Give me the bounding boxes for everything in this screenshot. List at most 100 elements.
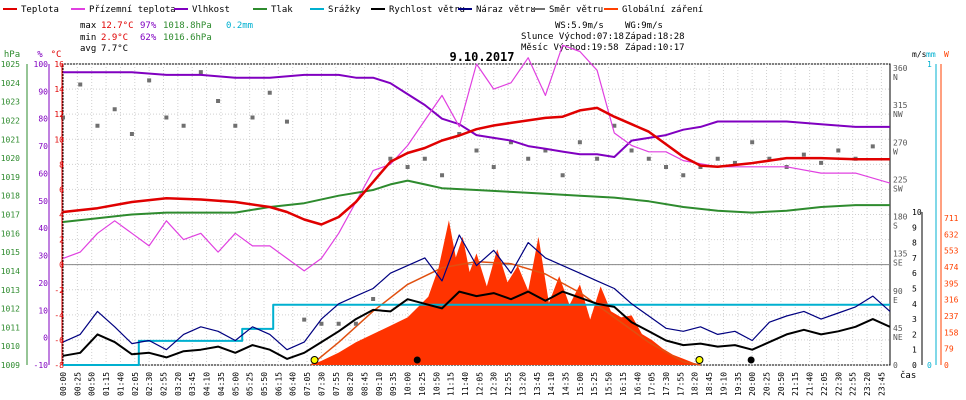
- axis-percent-tick: 0: [43, 334, 48, 343]
- wind-dir-point: [577, 140, 582, 145]
- axis-rain-label: mm: [926, 50, 936, 59]
- x-tick-label: 23:20: [863, 372, 872, 396]
- info-moon-set: Západ:10:17: [625, 43, 685, 53]
- stats-min-press: 1016.6hPa: [163, 33, 212, 43]
- wind-dir-point: [61, 115, 65, 120]
- x-tick-label: 21:15: [791, 372, 800, 396]
- wind-dir-point: [284, 119, 289, 124]
- x-tick-label: 12:55: [504, 372, 513, 396]
- axis-hpa-tick: 1013: [1, 286, 20, 295]
- wind-dir-point: [388, 156, 393, 161]
- axis-wind-label: m/s: [912, 50, 927, 59]
- axis-direction-letter: SW: [893, 184, 903, 193]
- axis-direction-letter: N: [893, 73, 898, 82]
- axis-hpa-tick: 1022: [1, 116, 20, 125]
- wind-dir-point: [629, 148, 634, 153]
- stats-avg-label: avg: [80, 44, 96, 54]
- wind-dir-point: [836, 148, 841, 153]
- series-gust: [62, 234, 891, 351]
- axis-wind-tick: 7: [912, 254, 917, 263]
- legend-label-2: Vlhkost: [192, 5, 230, 15]
- x-tick-label: 08:45: [361, 372, 370, 396]
- axis-direction-tick: 315: [893, 101, 908, 110]
- axis-direction-letter: E: [893, 296, 898, 305]
- wind-dir-point: [353, 321, 358, 326]
- axis-radiation-label: W: [944, 50, 949, 59]
- axis-radiation-tick: 474: [944, 263, 959, 272]
- wind-dir-point: [767, 156, 772, 161]
- axis-wind-tick: 1: [912, 346, 917, 355]
- stats-avg-temp: 7.7°C: [101, 44, 128, 54]
- x-tick-label: 10:25: [418, 372, 427, 396]
- axis-wind-tick: 10: [912, 208, 922, 217]
- x-tick-label: 17:55: [676, 372, 685, 396]
- x-tick-label: 13:45: [533, 372, 542, 396]
- axis-celsius-tick: 14: [54, 85, 64, 94]
- x-tick-label: 07:05: [303, 372, 312, 396]
- stats-max-label: max: [80, 21, 97, 31]
- axis-radiation-tick: 395: [944, 279, 959, 288]
- axis-celsius-label: °C: [51, 50, 62, 60]
- stats-min-label: min: [80, 33, 96, 43]
- axis-hpa-tick: 1018: [1, 192, 20, 201]
- axis-hpa-tick: 1009: [1, 361, 20, 370]
- axis-wind-tick: 3: [912, 315, 917, 324]
- series-clearsky: [310, 260, 701, 366]
- axis-percent-tick: 40: [38, 224, 48, 233]
- wind-dir-point: [233, 123, 238, 128]
- axis-celsius-tick: -4: [54, 311, 64, 320]
- wind-dir-point: [78, 82, 83, 87]
- x-tick-label: 15:50: [605, 372, 614, 396]
- x-tick-label: 12:05: [475, 372, 484, 396]
- axis-hpa-tick: 1021: [1, 135, 20, 144]
- series-pressure: [62, 179, 890, 223]
- x-tick-label: 20:00: [748, 372, 757, 396]
- x-tick-label: 02:55: [160, 372, 169, 396]
- x-tick-label: 19:35: [734, 372, 743, 396]
- wind-dir-point: [422, 156, 427, 161]
- x-tick-label: 05:50: [260, 372, 269, 396]
- axis-percent-tick: -10: [34, 361, 49, 370]
- x-tick-label: 16:15: [619, 372, 628, 396]
- axis-rain-tick: 1: [927, 60, 932, 69]
- wind-dir-point: [543, 148, 548, 153]
- legend-label-6: Náraz větru: [476, 5, 536, 15]
- axis-percent-tick: 100: [34, 60, 49, 69]
- series-wind: [62, 290, 891, 360]
- x-tick-label: 07:30: [317, 372, 326, 396]
- wind-dir-point: [681, 173, 686, 178]
- axis-radiation-tick: 237: [944, 312, 959, 321]
- axis-direction-tick: 360: [893, 64, 908, 73]
- axis-celsius-tick: 12: [54, 110, 64, 119]
- wind-dir-point: [457, 132, 462, 136]
- axis-radiation-tick: 316: [944, 296, 959, 305]
- wind-dir-point: [198, 70, 203, 75]
- axis-percent-tick: 30: [38, 252, 48, 261]
- wind-dir-point: [526, 156, 531, 161]
- axis-wind-tick: 9: [912, 223, 917, 232]
- x-tick-label: 01:40: [116, 372, 125, 396]
- wind-dir-point: [147, 78, 152, 83]
- wind-dir-point: [595, 156, 600, 161]
- axis-percent-tick: 90: [38, 87, 48, 96]
- wind-dir-point: [371, 297, 376, 301]
- series-radiation: [311, 220, 701, 365]
- wind-dir-point: [250, 115, 255, 120]
- x-tick-label: 20:25: [763, 372, 772, 396]
- wind-dir-point: [560, 173, 565, 178]
- x-tick-label: 23:45: [877, 372, 886, 396]
- plot-area: [61, 44, 891, 366]
- x-tick-label: 17:05: [648, 372, 657, 396]
- wind-dir-point: [181, 123, 186, 128]
- x-tick-label: 00:00: [59, 372, 68, 396]
- axis-rain-tick: 0: [927, 361, 932, 370]
- wind-dir-point: [440, 173, 445, 178]
- legend-label-3: Tlak: [271, 5, 293, 15]
- axis-percent-tick: 80: [38, 115, 48, 124]
- legend-label-7: Směr větru: [549, 5, 603, 15]
- wind-dir-point: [698, 165, 703, 169]
- x-tick-label: 11:40: [461, 372, 470, 396]
- axis-hpa-tick: 1012: [1, 305, 20, 314]
- legend: Teplota Přízemní teplota Vlhkost Tlak Srážky…: [3, 5, 703, 15]
